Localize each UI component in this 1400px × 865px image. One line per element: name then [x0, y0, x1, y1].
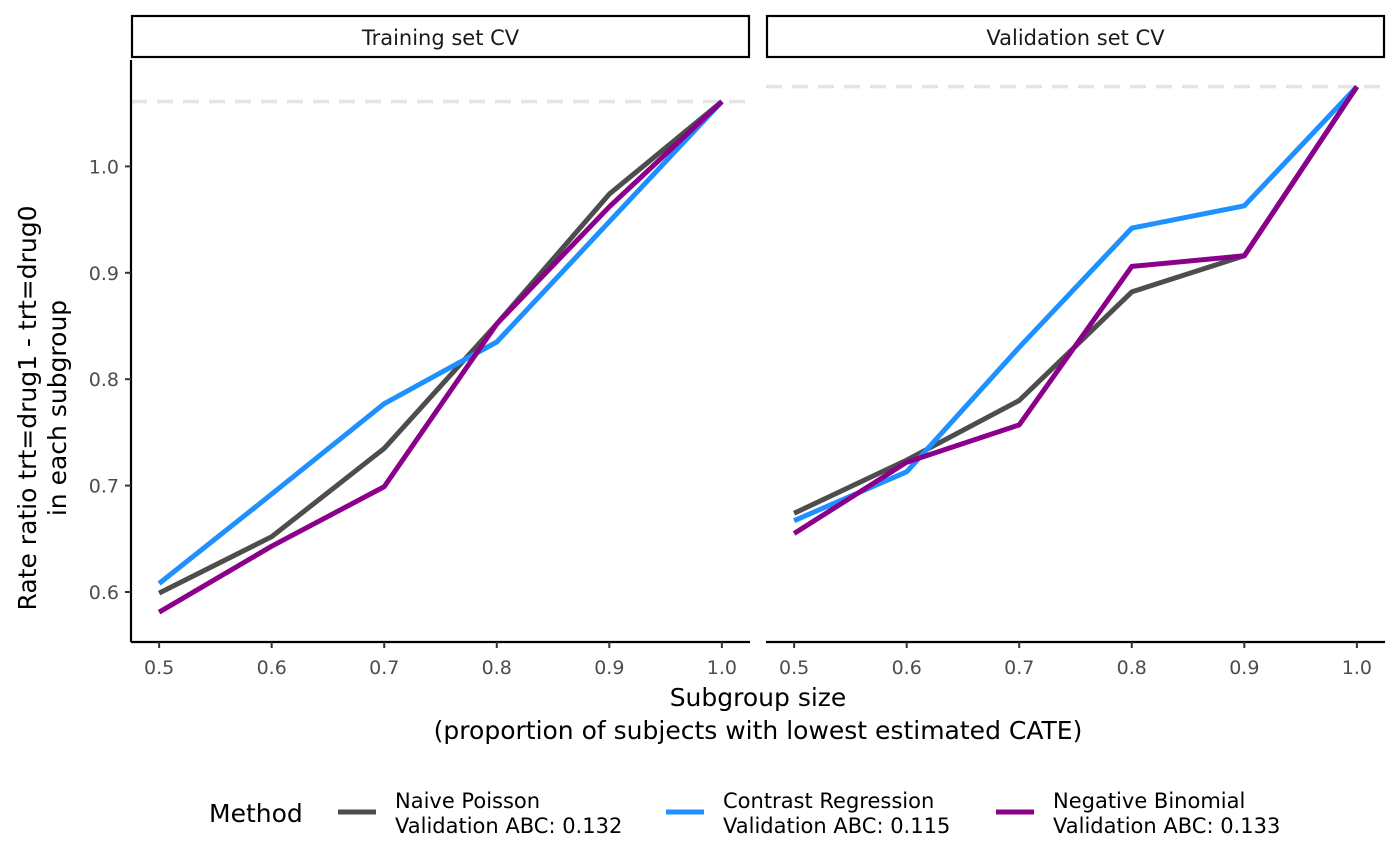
panel-2: Validation set CV 0.5 0.6 0.7 0.8 0.9 1.0 [765, 14, 1386, 679]
x-tick-label: 0.6 [892, 657, 922, 679]
series-line-contrast-regression [157, 99, 724, 586]
legend-sublabel: Validation ABC: 0.115 [723, 814, 950, 838]
x-tick-label: 1.0 [707, 657, 737, 679]
x-tick-label: 0.5 [144, 657, 174, 679]
y-tick-label: 0.7 [89, 476, 119, 498]
y-tick-label: 0.8 [89, 369, 119, 391]
x-tick-label: 0.5 [779, 657, 809, 679]
legend-label: Negative Binomial [1053, 789, 1245, 813]
x-tick-label: 0.8 [1117, 657, 1147, 679]
y-tick-label: 0.9 [89, 263, 119, 285]
legend-sublabel: Validation ABC: 0.132 [395, 814, 622, 838]
legend-sublabel: Validation ABC: 0.133 [1053, 814, 1280, 838]
series-line-contrast-regression [793, 84, 1359, 523]
series-line-naive-poisson [793, 85, 1359, 516]
y-axis-title: Rate ratio trt=drug1 - trt=drug0 [13, 206, 42, 611]
panel-1: Training set CV 0.6 0.7 0.8 0.9 1.0 0.5 0.6 0.7 0… [89, 14, 751, 679]
x-tick-label: 0.7 [369, 657, 399, 679]
x-tick-label: 0.9 [1229, 657, 1259, 679]
x-axis-title: Subgroup size [670, 683, 847, 712]
x-tick-label: 0.6 [257, 657, 287, 679]
x-tick-label: 1.0 [1342, 657, 1372, 679]
y-axis-title-line2: in each subgroup [43, 300, 72, 516]
legend-label: Contrast Regression [723, 789, 934, 813]
series-line-negative-binomial [157, 99, 724, 615]
x-tick-label: 0.7 [1004, 657, 1034, 679]
panel-strip [765, 14, 1386, 59]
panel-strip [130, 14, 751, 59]
panel-title: Validation set CV [986, 26, 1165, 50]
legend-label: Naive Poisson [395, 789, 540, 813]
panel-title: Training set CV [361, 26, 520, 50]
x-tick-label: 0.8 [482, 657, 512, 679]
series-line-naive-poisson [157, 99, 724, 596]
y-tick-label: 1.0 [89, 156, 119, 178]
legend-title: Method [209, 799, 303, 828]
x-tick-label: 0.9 [594, 657, 624, 679]
y-tick-label: 0.6 [89, 582, 119, 604]
series-line-negative-binomial [792, 85, 1359, 536]
x-axis-title-line2: (proportion of subjects with lowest esti… [434, 716, 1083, 745]
